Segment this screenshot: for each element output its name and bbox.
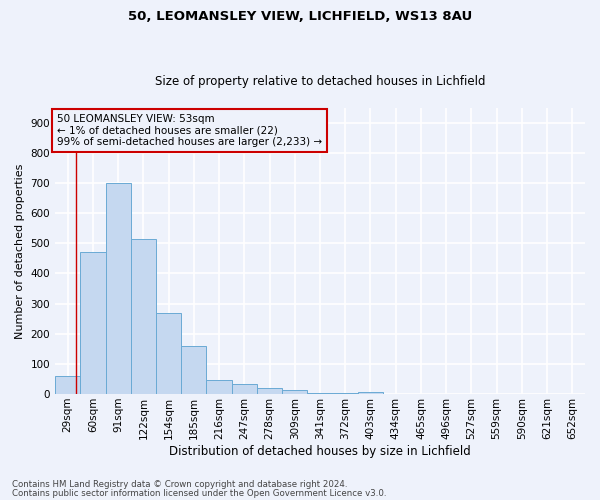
Bar bbox=[181, 346, 206, 394]
X-axis label: Distribution of detached houses by size in Lichfield: Distribution of detached houses by size … bbox=[169, 444, 471, 458]
Bar bbox=[282, 390, 307, 394]
Title: Size of property relative to detached houses in Lichfield: Size of property relative to detached ho… bbox=[155, 76, 485, 88]
Y-axis label: Number of detached properties: Number of detached properties bbox=[15, 163, 25, 338]
Text: Contains public sector information licensed under the Open Government Licence v3: Contains public sector information licen… bbox=[12, 489, 386, 498]
Bar bbox=[232, 384, 257, 394]
Bar bbox=[55, 376, 80, 394]
Text: 50 LEOMANSLEY VIEW: 53sqm
← 1% of detached houses are smaller (22)
99% of semi-d: 50 LEOMANSLEY VIEW: 53sqm ← 1% of detach… bbox=[57, 114, 322, 147]
Bar bbox=[358, 392, 383, 394]
Bar bbox=[156, 314, 181, 394]
Bar bbox=[80, 252, 106, 394]
Bar bbox=[106, 183, 131, 394]
Bar bbox=[307, 392, 332, 394]
Bar bbox=[257, 388, 282, 394]
Text: 50, LEOMANSLEY VIEW, LICHFIELD, WS13 8AU: 50, LEOMANSLEY VIEW, LICHFIELD, WS13 8AU bbox=[128, 10, 472, 23]
Bar bbox=[131, 239, 156, 394]
Bar bbox=[332, 392, 358, 394]
Bar bbox=[206, 380, 232, 394]
Text: Contains HM Land Registry data © Crown copyright and database right 2024.: Contains HM Land Registry data © Crown c… bbox=[12, 480, 347, 489]
